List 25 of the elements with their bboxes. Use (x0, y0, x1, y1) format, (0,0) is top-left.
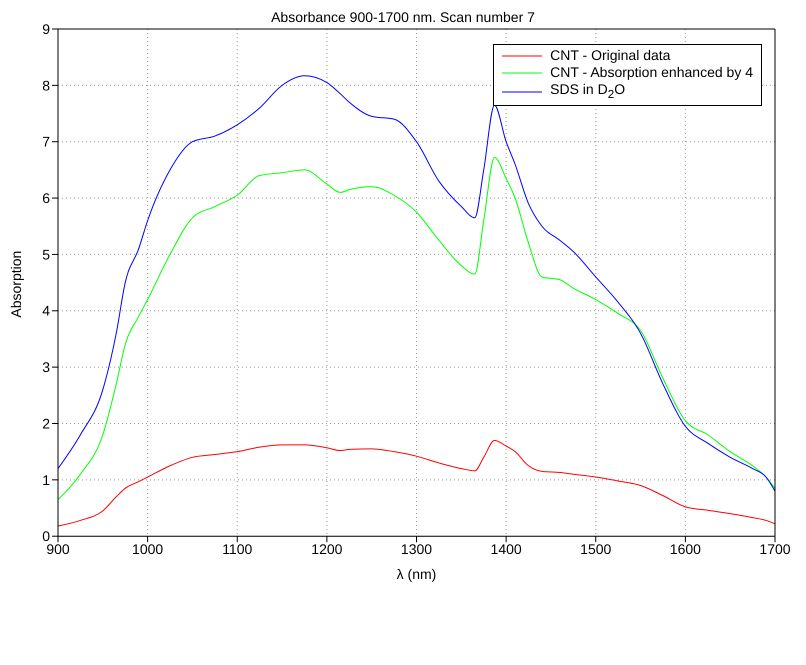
line-series (58, 156, 775, 500)
x-tick-label: 1600 (670, 541, 702, 558)
y-tick-label: 8 (42, 77, 50, 94)
x-tick-label: 1200 (311, 541, 343, 558)
x-tick-label: 1400 (490, 541, 522, 558)
y-tick-label: 9 (42, 20, 50, 37)
legend-label: CNT - Absorption enhanced by 4 (550, 64, 753, 81)
y-tick-label: 4 (42, 302, 50, 319)
x-tick-label: 1700 (759, 541, 791, 558)
legend-label: SDS in D$_{2}$O (550, 81, 626, 103)
y-tick-label: 7 (42, 134, 50, 150)
y-tick-label: 6 (42, 190, 50, 206)
x-tick-label: 1000 (132, 541, 164, 558)
y-tick-label: 2 (42, 415, 50, 432)
x-tick-label: 1100 (222, 541, 253, 558)
y-tick-label: 5 (42, 246, 50, 262)
x-tick-label: 1300 (400, 541, 432, 558)
y-tick-label: 3 (42, 359, 50, 376)
y-tick-label: 1 (42, 472, 50, 488)
line-series (58, 440, 775, 527)
chart-title: Absorbance 900-1700 nm. Scan number 7 (271, 9, 536, 25)
x-tick-label: 1500 (580, 541, 612, 558)
y-axis-title: Absorption (8, 250, 24, 318)
x-axis-title: λ (nm) (396, 566, 436, 582)
legend-label: CNT - Original data (550, 47, 670, 64)
